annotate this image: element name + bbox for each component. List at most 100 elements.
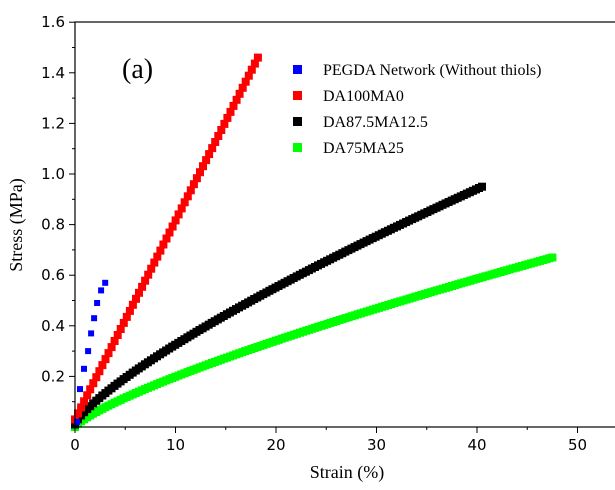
- data-point: [177, 204, 186, 213]
- data-point: [77, 386, 83, 393]
- series-3: [71, 253, 557, 431]
- x-tick-label: 40: [467, 436, 486, 454]
- data-point: [238, 83, 247, 92]
- data-point: [80, 397, 89, 406]
- y-tick-label: 1.0: [41, 165, 65, 183]
- legend-label: DA87.5MA12.5: [323, 114, 428, 131]
- data-point: [110, 337, 119, 345]
- y-tick-label: 1.4: [41, 64, 65, 82]
- data-point: [88, 330, 95, 337]
- data-point: [189, 180, 198, 189]
- data-point: [244, 71, 253, 80]
- x-axis-title: Strain (%): [310, 462, 384, 483]
- data-point: [102, 279, 109, 286]
- data-point: [74, 418, 80, 425]
- data-point: [235, 89, 244, 98]
- data-point: [86, 385, 95, 394]
- data-point: [226, 107, 235, 116]
- data-point: [119, 318, 128, 327]
- data-point: [180, 198, 189, 207]
- x-tick-label: 10: [166, 436, 185, 454]
- data-point: [220, 119, 229, 128]
- data-point: [98, 361, 107, 370]
- data-point: [186, 186, 195, 195]
- x-tick-label: 50: [568, 436, 587, 454]
- data-point: [162, 234, 171, 243]
- data-point: [165, 228, 174, 237]
- data-point: [250, 59, 259, 68]
- data-point: [77, 403, 86, 412]
- data-point: [81, 365, 87, 372]
- data-point: [217, 126, 226, 134]
- legend-label: DA75MA25: [323, 140, 404, 157]
- data-point: [253, 53, 262, 62]
- data-point: [478, 182, 486, 191]
- data-point: [205, 150, 214, 159]
- data-point: [211, 138, 220, 146]
- data-point: [104, 349, 113, 358]
- plot-frame: [74, 21, 615, 428]
- series-0: [74, 279, 109, 425]
- data-point: [89, 379, 98, 388]
- data-point: [135, 288, 143, 297]
- data-point: [132, 294, 140, 303]
- data-point: [113, 331, 122, 339]
- data-point: [223, 113, 232, 122]
- data-point: [241, 77, 250, 86]
- data-point: [247, 65, 256, 74]
- data-point: [183, 192, 192, 201]
- data-point: [144, 270, 153, 279]
- axes-layer: 0 10 20 30 40 50 0.2 0.4 0.6 0.8 1.0 1.2 1.4 1.6: [41, 13, 615, 454]
- data-point: [101, 355, 110, 364]
- legend-marker: [293, 91, 302, 100]
- series-layer: [71, 53, 557, 431]
- data-point: [153, 252, 162, 261]
- legend-marker: [293, 65, 302, 74]
- legend: PEGDA Network (Without thiols) DA100MA0 DA…: [293, 62, 541, 157]
- x-tick-label: 20: [266, 436, 285, 454]
- y-tick-label: 0.8: [41, 216, 65, 234]
- data-point: [171, 216, 180, 225]
- y-tick-label: 1.6: [41, 13, 65, 31]
- data-point: [196, 168, 204, 177]
- data-point: [138, 282, 147, 291]
- data-point: [95, 367, 104, 376]
- y-axis-title: Stress (MPa): [6, 178, 27, 272]
- data-point: [107, 343, 116, 352]
- series-1: [71, 53, 262, 424]
- data-point: [91, 315, 98, 322]
- legend-label: PEGDA Network (Without thiols): [323, 62, 541, 79]
- x-tick-label: 30: [367, 436, 386, 454]
- data-point: [202, 156, 211, 165]
- data-point: [232, 95, 241, 104]
- data-point: [85, 348, 92, 355]
- y-tick-label: 0.2: [41, 367, 65, 385]
- legend-marker: [293, 117, 302, 126]
- series-2: [71, 182, 486, 429]
- data-point: [147, 264, 156, 273]
- data-point: [83, 391, 92, 400]
- data-point: [548, 253, 557, 262]
- data-point: [122, 312, 131, 321]
- y-tick-label: 0.6: [41, 266, 65, 284]
- data-point: [208, 144, 217, 153]
- data-point: [125, 306, 134, 315]
- x-tick-label: 0: [70, 436, 80, 454]
- data-point: [98, 287, 105, 294]
- data-point: [74, 409, 82, 418]
- data-point: [116, 325, 125, 333]
- data-point: [214, 132, 223, 140]
- panel-label: (a): [122, 54, 153, 85]
- y-tick-label: 0.4: [41, 317, 65, 335]
- legend-marker: [293, 143, 302, 152]
- data-point: [150, 258, 159, 267]
- data-point: [199, 162, 207, 171]
- data-point: [168, 222, 177, 231]
- legend-label: DA100MA0: [323, 88, 404, 105]
- data-point: [174, 210, 183, 219]
- data-point: [92, 373, 101, 382]
- data-point: [192, 174, 201, 183]
- y-tick-label: 1.2: [41, 114, 65, 132]
- data-point: [159, 240, 168, 249]
